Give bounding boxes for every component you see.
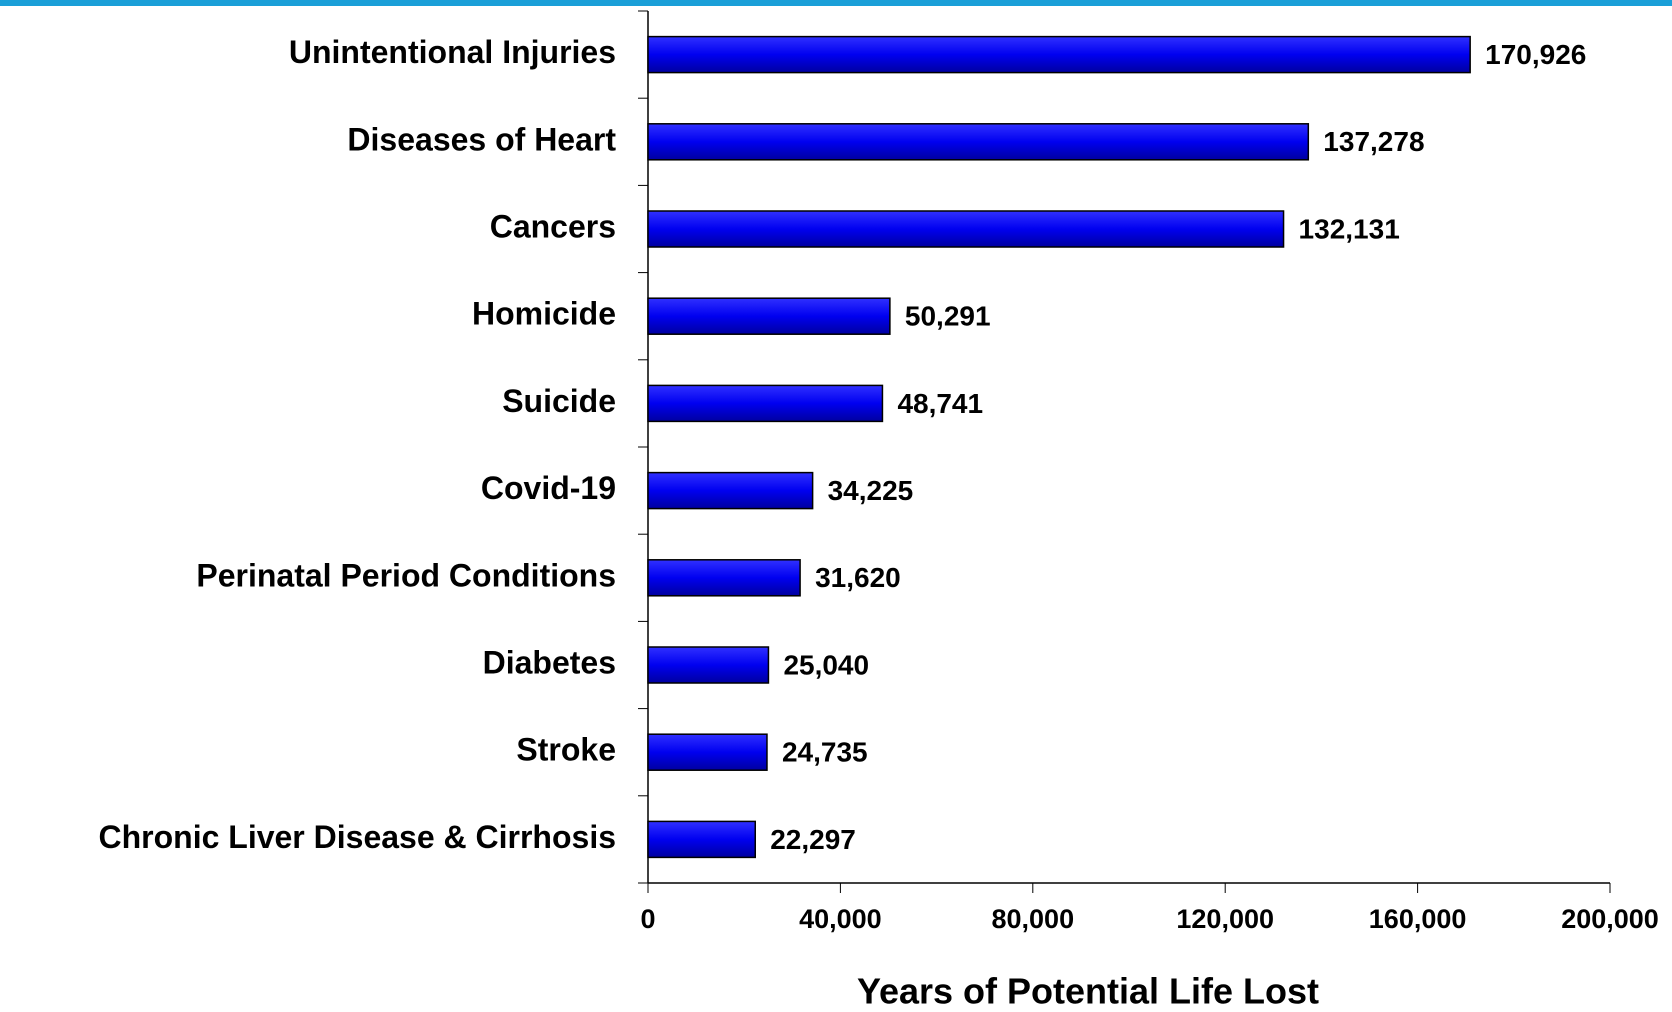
bar [647, 471, 814, 510]
bar [647, 559, 801, 597]
bar [647, 35, 1471, 74]
x-tick-label: 200,000 [1561, 904, 1659, 934]
x-tick-label: 80,000 [992, 904, 1075, 934]
bar [647, 646, 770, 684]
y-tick-label: Suicide [502, 383, 616, 419]
x-tick-label: 160,000 [1369, 904, 1467, 934]
y-tick-label: Chronic Liver Disease & Cirrhosis [98, 819, 616, 855]
top-rule [0, 0, 1672, 6]
bar [647, 297, 891, 335]
bar [647, 820, 756, 859]
y-tick-label: Diseases of Heart [347, 121, 616, 157]
value-label: 132,131 [1299, 213, 1400, 244]
bar [647, 210, 1285, 248]
value-label: 50,291 [905, 301, 991, 332]
value-label: 24,735 [782, 737, 868, 768]
y-tick-label: Diabetes [483, 644, 616, 680]
value-label: 25,040 [783, 649, 869, 680]
value-label: 48,741 [897, 388, 983, 419]
y-tick-label: Unintentional Injuries [289, 34, 616, 70]
bar [647, 123, 1310, 161]
y-tick-label: Homicide [472, 296, 616, 332]
bar [647, 733, 768, 771]
y-tick-label: Cancers [490, 208, 616, 244]
x-tick-label: 40,000 [799, 904, 882, 934]
value-label: 34,225 [828, 475, 914, 506]
x-tick-label: 120,000 [1176, 904, 1274, 934]
y-tick-label: Perinatal Period Conditions [196, 557, 616, 593]
bar [647, 384, 884, 423]
y-tick-label: Stroke [516, 732, 616, 768]
value-label: 137,278 [1323, 126, 1424, 157]
x-tick-label: 0 [640, 904, 655, 934]
value-label: 31,620 [815, 562, 901, 593]
x-axis-title: Years of Potential Life Lost [857, 971, 1319, 1012]
value-label: 22,297 [770, 824, 856, 855]
value-label: 170,926 [1485, 39, 1586, 70]
y-tick-label: Covid-19 [481, 470, 616, 506]
